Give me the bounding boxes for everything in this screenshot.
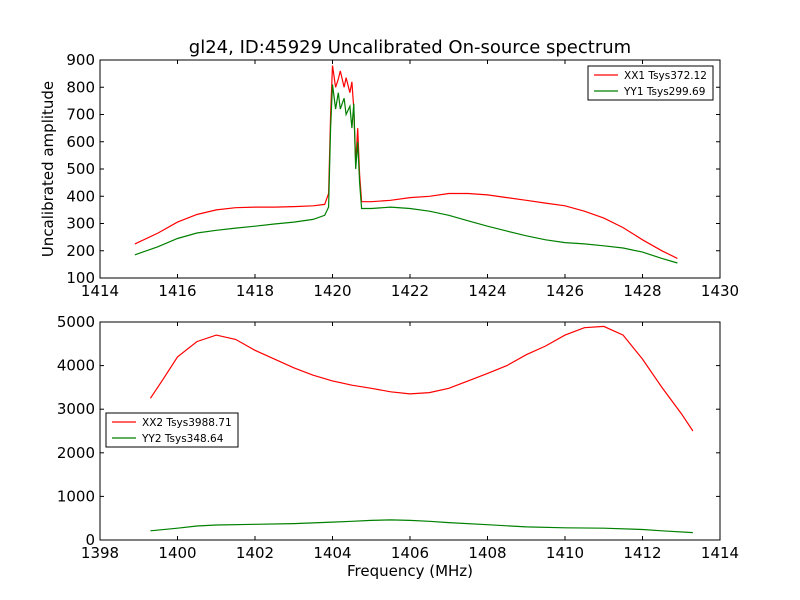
x-tick-label: 1404 xyxy=(313,544,351,562)
series-line-2 xyxy=(150,519,693,534)
x-tick-label: 1426 xyxy=(546,282,584,300)
y-tick-label: 100 xyxy=(66,269,95,287)
y-tick-label: 2000 xyxy=(57,444,95,462)
y-tick-label: 1000 xyxy=(57,487,95,505)
legend-box xyxy=(105,412,239,448)
y-axis-label: Uncalibrated amplitude xyxy=(39,81,57,257)
y-tick-label: 700 xyxy=(66,106,95,124)
x-tick-label: 1414 xyxy=(81,282,119,300)
x-tick-label: 1398 xyxy=(81,544,119,562)
legend-entry: XX1 Tsys372.12 xyxy=(624,70,707,82)
x-tick-label: 1430 xyxy=(701,282,739,300)
x-tick-label: 1414 xyxy=(701,544,739,562)
y-tick-label: 800 xyxy=(66,78,95,96)
y-tick-label: 4000 xyxy=(57,357,95,375)
y-tick-label: 300 xyxy=(66,215,95,233)
legend-entry: XX2 Tsys3988.71 xyxy=(142,417,232,429)
x-axis-label: Frequency (MHz) xyxy=(347,562,473,580)
legend-box xyxy=(587,65,714,101)
legend-entry: YY1 Tsys299.69 xyxy=(623,86,705,98)
plot-2: 1398 1400 1402 1404 1406 1408 1410 1412 1414 0 100… xyxy=(57,313,739,580)
plot-1: 1414 1416 1418 1420 1422 1424 1426 1428 1430 100 2… xyxy=(39,51,739,300)
y-tick-label: 400 xyxy=(66,187,95,205)
x-tick-label: 1400 xyxy=(158,544,196,562)
x-tick-label: 1428 xyxy=(623,282,661,300)
x-tick-label: 1422 xyxy=(391,282,429,300)
x-tick-label: 1416 xyxy=(158,282,196,300)
x-tick-label: 1418 xyxy=(236,282,274,300)
x-tick-label: 1412 xyxy=(623,544,661,562)
x-tick-label: 1420 xyxy=(313,282,351,300)
y-tick-label: 5000 xyxy=(57,313,95,331)
legend: XX1 Tsys372.12 YY1 Tsys299.69 xyxy=(587,65,714,101)
x-tick-label: 1406 xyxy=(391,544,429,562)
y-tick-label: 0 xyxy=(85,531,95,549)
x-tick-label: 1402 xyxy=(236,544,274,562)
chart-title: gl24, ID:45929 Uncalibrated On-source sp… xyxy=(189,37,631,58)
y-tick-label: 900 xyxy=(66,51,95,69)
series-line-1 xyxy=(149,325,694,432)
y-tick-label: 600 xyxy=(66,133,95,151)
x-tick-label: 1408 xyxy=(468,544,506,562)
y-tick-label: 500 xyxy=(66,160,95,178)
series-line-2 xyxy=(134,84,678,264)
x-tick-label: 1424 xyxy=(468,282,506,300)
y-tick-label: 3000 xyxy=(57,400,95,418)
legend-entry: YY2 Tsys348.64 xyxy=(141,433,224,445)
y-tick-label: 200 xyxy=(66,242,95,260)
x-tick-label: 1410 xyxy=(546,544,584,562)
legend: XX2 Tsys3988.71 YY2 Tsys348.64 xyxy=(105,412,239,448)
